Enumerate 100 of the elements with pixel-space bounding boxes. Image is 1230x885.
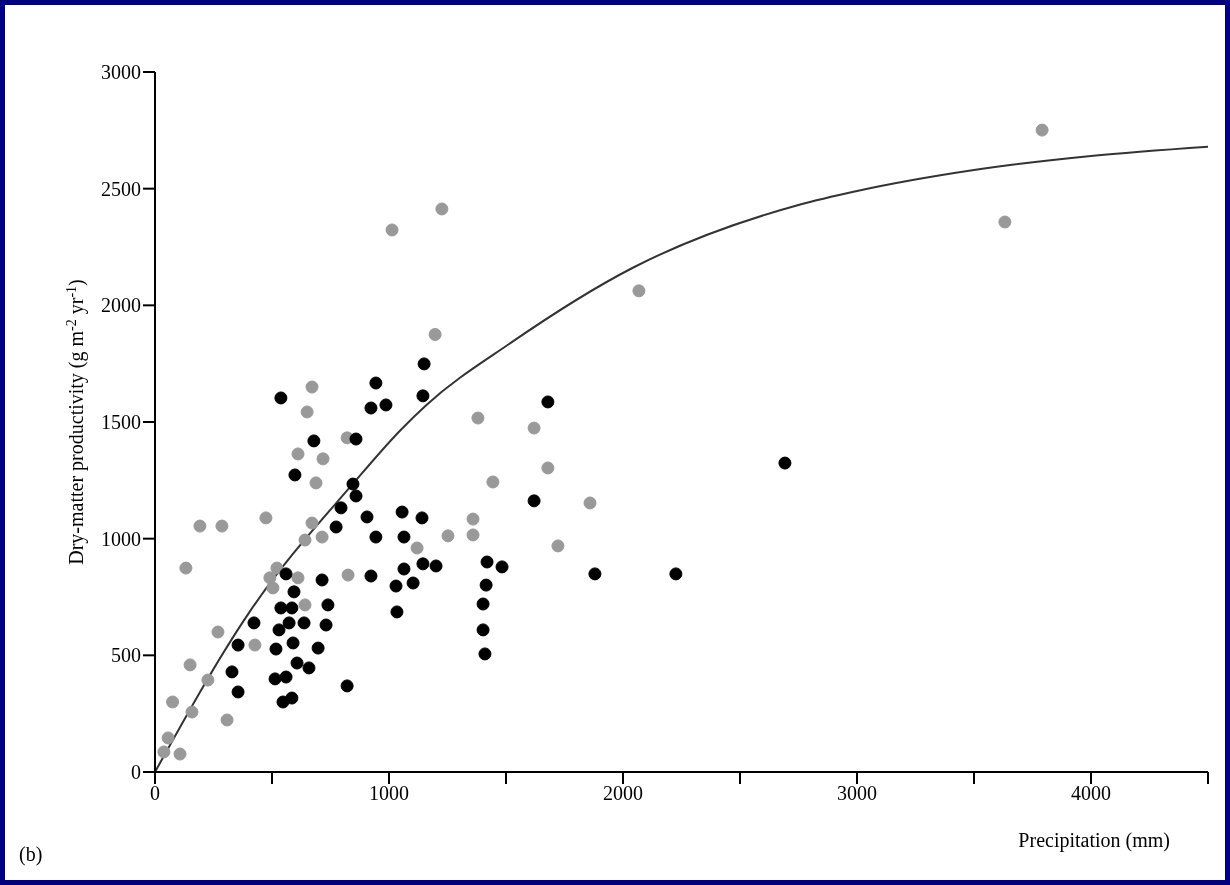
point (349, 432, 363, 446)
point (406, 576, 420, 590)
point (551, 539, 565, 553)
point (274, 391, 288, 405)
x-tick-label: 0 (150, 782, 160, 805)
point (397, 530, 411, 544)
point (282, 616, 296, 630)
point (466, 528, 480, 542)
y-tick-label: 3000 (101, 61, 141, 84)
point (479, 578, 493, 592)
point (478, 647, 492, 661)
point (157, 745, 171, 759)
point (541, 461, 555, 475)
point (435, 202, 449, 216)
point (269, 642, 283, 656)
point (297, 616, 311, 630)
x-axis-title: Precipitation (mm) (1018, 829, 1170, 852)
point (286, 636, 300, 650)
point (315, 573, 329, 587)
point (300, 405, 314, 419)
point (480, 555, 494, 569)
point (305, 516, 319, 530)
point (231, 685, 245, 699)
point (428, 328, 442, 341)
point (268, 672, 282, 686)
point (259, 511, 273, 525)
point (298, 533, 312, 547)
point (583, 496, 597, 510)
point (220, 713, 234, 727)
point (476, 597, 490, 611)
point (588, 567, 602, 581)
point (364, 401, 378, 415)
point (161, 731, 175, 745)
point (416, 557, 430, 571)
x-tick-label: 1000 (369, 782, 409, 805)
point (285, 691, 299, 705)
point (279, 670, 293, 684)
point (360, 510, 374, 524)
point (410, 541, 424, 555)
point (315, 530, 329, 544)
point (429, 559, 443, 573)
point (211, 625, 225, 639)
point (346, 477, 360, 491)
point (385, 223, 399, 237)
point (321, 598, 335, 612)
point (291, 571, 305, 585)
point (349, 489, 363, 503)
point (272, 623, 286, 637)
point (166, 695, 180, 709)
point (305, 380, 319, 394)
point (476, 623, 490, 637)
point (279, 567, 293, 581)
x-tick-label: 2000 (603, 782, 643, 805)
point (471, 411, 485, 425)
point (527, 494, 541, 508)
point (395, 505, 409, 519)
y-tick-label: 0 (131, 761, 141, 784)
point (390, 605, 404, 619)
point (397, 562, 411, 576)
point (495, 560, 509, 574)
point (302, 661, 316, 675)
point (334, 501, 348, 515)
point (266, 581, 280, 595)
point (389, 579, 403, 593)
y-tick-label: 500 (111, 644, 141, 667)
point (329, 520, 343, 534)
point (379, 398, 393, 412)
point (287, 585, 301, 599)
y-tick-label: 1500 (101, 411, 141, 434)
point (441, 529, 455, 543)
point (364, 569, 378, 583)
point (247, 616, 261, 630)
point (193, 519, 207, 533)
point (466, 512, 480, 526)
point (669, 567, 683, 581)
point (307, 434, 321, 448)
point (415, 511, 429, 525)
point (416, 389, 430, 403)
point (369, 530, 383, 544)
point (319, 618, 333, 632)
point (201, 673, 215, 687)
x-tick-label: 4000 (1071, 782, 1111, 805)
point (225, 665, 239, 679)
point (998, 215, 1012, 229)
point (291, 447, 305, 461)
point (274, 601, 288, 615)
point (311, 641, 325, 655)
y-tick-label: 1000 (101, 527, 141, 550)
point (527, 421, 541, 435)
point (1035, 123, 1049, 137)
point (369, 376, 383, 390)
point (778, 456, 792, 470)
point (231, 638, 245, 652)
point (316, 452, 330, 466)
point (309, 476, 323, 490)
point (417, 357, 431, 371)
point (298, 598, 312, 612)
point (179, 561, 193, 575)
point (541, 395, 555, 409)
point (486, 475, 500, 489)
